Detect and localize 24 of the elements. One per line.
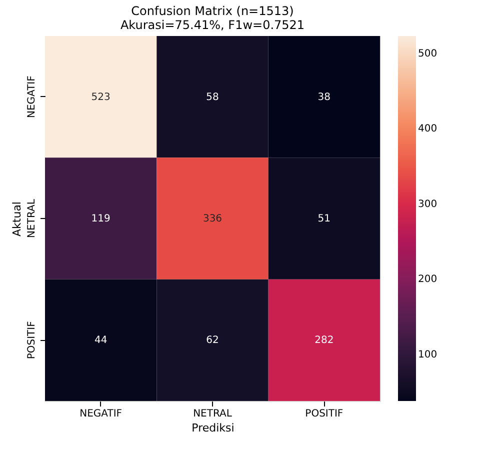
data-label: 44 bbox=[94, 335, 108, 346]
chart-subtitle: Akurasi=75.41%, F1w=0.7521 bbox=[120, 18, 305, 32]
y-axis-title: Aktual bbox=[10, 202, 24, 236]
y-tick-label: POSITIF bbox=[26, 320, 38, 360]
data-label: 282 bbox=[314, 335, 334, 346]
color-bar-label: 400 bbox=[418, 124, 438, 135]
color-bar-label: 200 bbox=[418, 274, 438, 286]
data-label: 51 bbox=[318, 214, 331, 224]
data-label: 62 bbox=[206, 335, 219, 346]
color-bar-label: 100 bbox=[418, 349, 438, 360]
data-label: 119 bbox=[91, 214, 110, 224]
color-bar-label: 300 bbox=[418, 198, 438, 210]
data-label: 58 bbox=[206, 92, 219, 103]
chart-title: Confusion Matrix (n=1513) bbox=[131, 4, 294, 18]
data-label: 38 bbox=[318, 92, 331, 103]
y-tick-label: NEGATIF bbox=[26, 75, 38, 118]
color-bar-label: 500 bbox=[418, 48, 438, 60]
x-tick-label: NEGATIF bbox=[80, 408, 122, 420]
data-label: 336 bbox=[202, 214, 222, 224]
x-tick-label: POSITIF bbox=[305, 408, 344, 420]
y-tick-label: NETRAL bbox=[26, 198, 38, 238]
x-axis-title: Prediksi bbox=[192, 422, 234, 434]
x-tick-label: NETRAL bbox=[193, 408, 232, 420]
data-label: 523 bbox=[91, 92, 110, 103]
